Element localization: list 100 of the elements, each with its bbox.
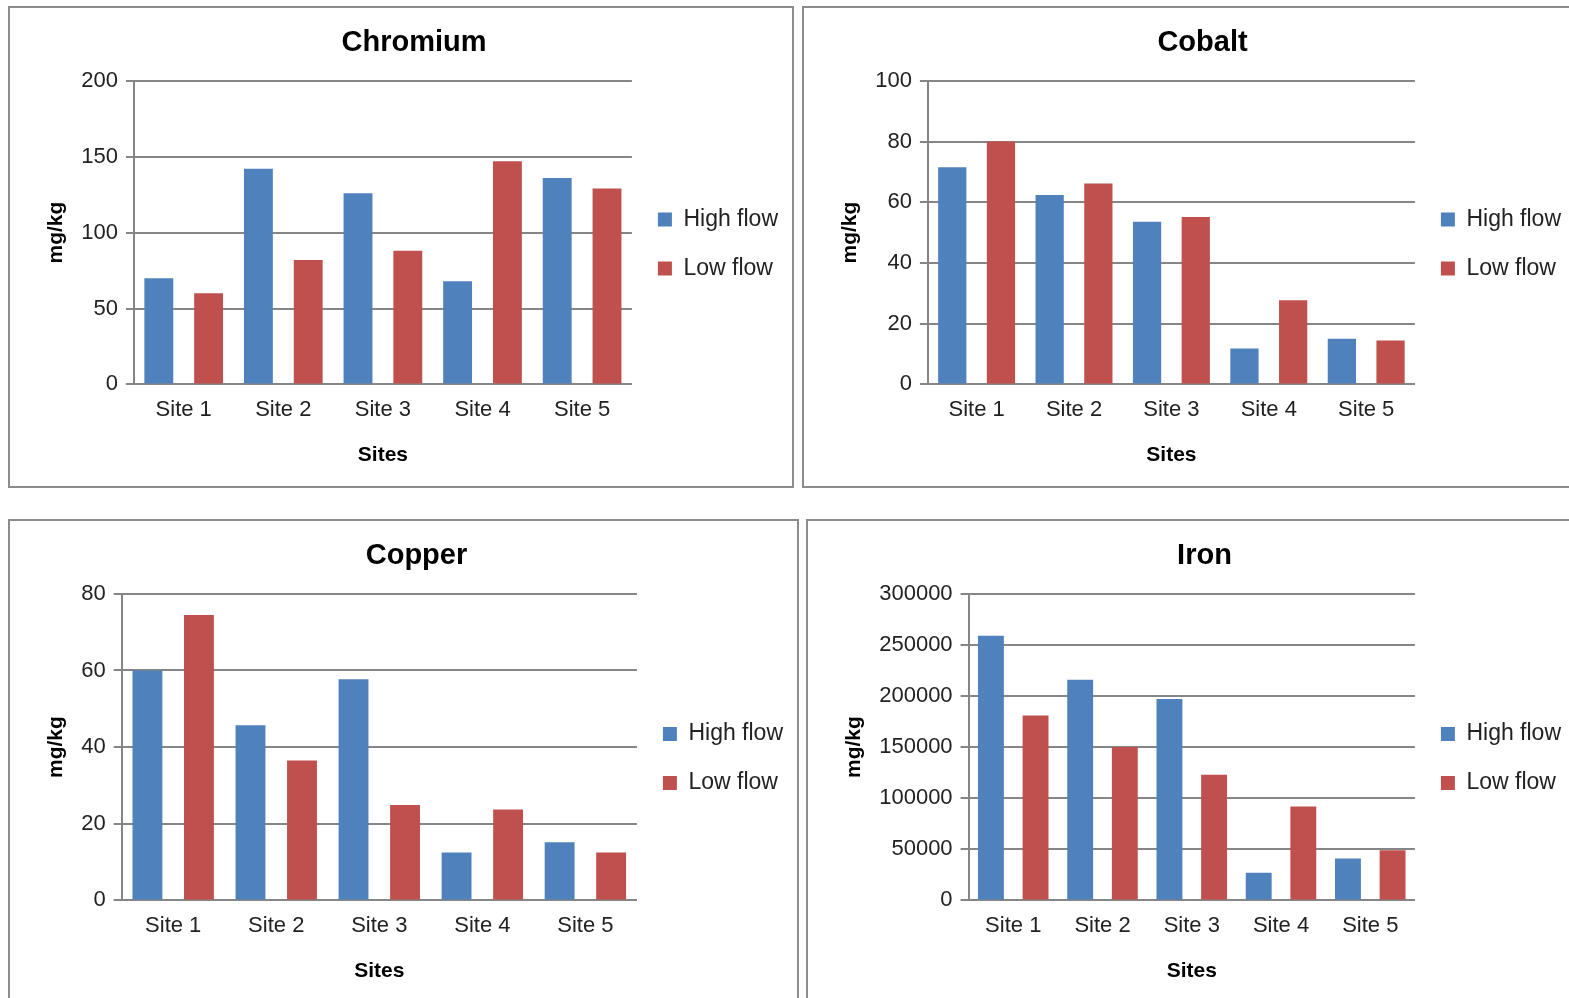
x-tick-label: Site 2 — [1045, 395, 1103, 421]
y-tick-label: 50 — [93, 294, 118, 320]
legend-label: High flow — [1466, 204, 1562, 231]
bar — [542, 177, 572, 384]
bar — [1335, 858, 1361, 900]
x-tick-label: Site 2 — [255, 395, 312, 421]
bar — [1067, 679, 1094, 900]
x-tick-label: Site 5 — [1338, 395, 1395, 421]
bar — [338, 679, 369, 900]
chart-title: Iron — [1177, 538, 1232, 571]
x-axis-title: Sites — [1166, 958, 1217, 982]
y-tick-label: 250000 — [879, 630, 953, 656]
bar — [1279, 300, 1308, 384]
bar — [1245, 872, 1272, 900]
bar — [592, 188, 622, 384]
bar — [287, 760, 317, 900]
x-tick-label: Site 3 — [354, 395, 412, 421]
y-axis-title: mg/kg — [43, 201, 67, 264]
bar — [492, 161, 522, 384]
y-tick-label: 60 — [887, 188, 912, 214]
y-tick-label: 80 — [887, 127, 912, 153]
y-tick-label: 40 — [81, 733, 106, 759]
y-axis-title: mg/kg — [841, 716, 865, 779]
y-tick-label: 100 — [875, 66, 912, 92]
x-tick-label: Site 5 — [1342, 911, 1399, 937]
x-tick-label: Site 4 — [454, 911, 511, 937]
y-tick-label: 0 — [940, 886, 953, 912]
bar — [493, 809, 524, 900]
bar — [1376, 340, 1405, 384]
chart-title: Cobalt — [1157, 25, 1248, 58]
bar — [1156, 699, 1183, 900]
bar — [1201, 774, 1228, 900]
bar — [1111, 747, 1138, 900]
bar — [393, 250, 423, 384]
bar — [343, 193, 373, 384]
bar — [144, 278, 174, 384]
legend-label: Low flow — [1466, 768, 1557, 795]
x-tick-label: Site 3 — [1163, 911, 1220, 937]
y-tick-label: 50000 — [891, 835, 953, 861]
bar — [938, 167, 967, 384]
x-axis-title: Sites — [1146, 442, 1197, 466]
bar — [235, 725, 266, 900]
y-tick-label: 0 — [899, 370, 912, 396]
bar — [1379, 850, 1406, 900]
x-axis-title: Sites — [357, 442, 409, 466]
bar — [390, 804, 420, 900]
legend-label: High flow — [683, 204, 779, 231]
bar — [293, 259, 323, 384]
bar — [184, 614, 214, 900]
y-tick-label: 60 — [81, 656, 106, 682]
x-tick-label: Site 5 — [553, 395, 611, 421]
bar — [132, 670, 163, 900]
x-tick-label: Site 1 — [985, 911, 1042, 937]
y-tick-label: 40 — [887, 249, 912, 275]
y-tick-label: 100000 — [879, 784, 953, 810]
bar — [243, 168, 273, 384]
bar — [544, 842, 575, 900]
bar — [194, 293, 224, 384]
bar — [1181, 217, 1210, 384]
bar — [441, 852, 472, 900]
x-tick-label: Site 1 — [155, 395, 212, 421]
legend-label: Low flow — [688, 768, 779, 795]
x-tick-label: Site 2 — [1074, 911, 1131, 937]
chart-title: Chromium — [341, 25, 487, 58]
bar — [1132, 221, 1162, 384]
bar — [1084, 183, 1113, 384]
y-tick-label: 0 — [105, 370, 118, 396]
y-tick-label: 300000 — [879, 579, 953, 605]
bar — [1022, 715, 1049, 900]
x-axis-title: Sites — [354, 958, 405, 982]
bar — [596, 852, 627, 900]
legend-label: High flow — [688, 719, 784, 746]
x-tick-label: Site 2 — [248, 911, 305, 937]
x-tick-label: Site 1 — [948, 395, 1005, 421]
x-tick-label: Site 3 — [1143, 395, 1200, 421]
y-tick-label: 200 — [81, 66, 118, 92]
y-tick-label: 200000 — [879, 682, 953, 708]
y-tick-label: 20 — [887, 309, 912, 335]
bar — [1230, 348, 1259, 384]
x-tick-label: Site 4 — [454, 395, 511, 421]
bar — [443, 281, 473, 384]
legend-label: Low flow — [683, 253, 774, 280]
y-axis-title: mg/kg — [837, 201, 861, 264]
bar — [1035, 194, 1064, 384]
x-tick-label: Site 1 — [145, 911, 202, 937]
bar — [986, 141, 1016, 384]
bar — [1290, 806, 1317, 900]
x-tick-label: Site 3 — [351, 911, 408, 937]
y-tick-label: 150 — [81, 142, 118, 168]
y-tick-label: 80 — [81, 579, 106, 605]
x-tick-label: Site 5 — [557, 911, 614, 937]
bar — [977, 635, 1004, 900]
y-axis-title: mg/kg — [43, 716, 67, 779]
y-tick-label: 20 — [81, 809, 106, 835]
x-tick-label: Site 4 — [1240, 395, 1297, 421]
x-tick-label: Site 4 — [1252, 911, 1310, 937]
legend-label: Low flow — [1466, 253, 1557, 280]
y-tick-label: 0 — [93, 886, 106, 912]
legend-label: High flow — [1466, 719, 1562, 746]
bar — [1327, 338, 1356, 384]
